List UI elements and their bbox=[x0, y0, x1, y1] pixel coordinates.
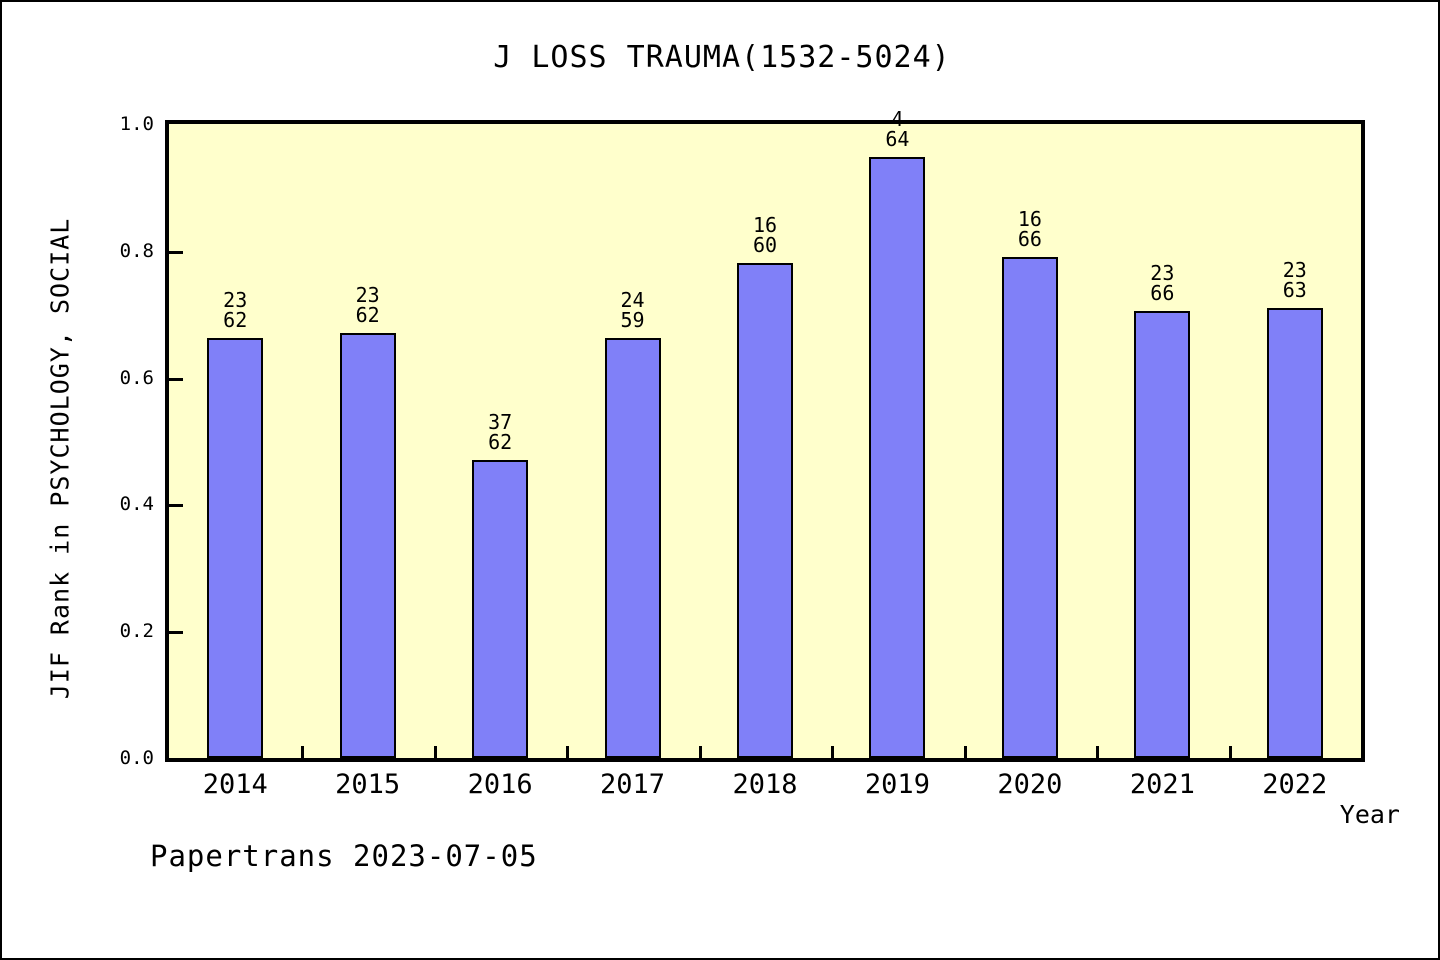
x-axis-tick-label-2016: 2016 bbox=[467, 769, 533, 800]
y-axis-tick-label-0.0: 0.0 bbox=[119, 747, 154, 769]
x-axis-tick-label-2018: 2018 bbox=[732, 769, 798, 800]
x-axis-tick-label-2015: 2015 bbox=[335, 769, 401, 800]
x-axis-tick-mark bbox=[301, 746, 305, 758]
x-axis-tick-mark bbox=[1096, 746, 1100, 758]
y-axis-tick-labels: 0.0 0.2 0.4 0.6 0.8 1.0 bbox=[62, 2, 154, 958]
bar-2015 bbox=[339, 332, 396, 758]
x-axis-tick-mark bbox=[1228, 746, 1232, 758]
y-axis-tick-mark bbox=[169, 631, 183, 635]
bar-2020 bbox=[1001, 257, 1058, 758]
x-axis-tick-label-2017: 2017 bbox=[600, 769, 666, 800]
x-axis-tick-mark bbox=[433, 746, 437, 758]
bar-2019 bbox=[869, 156, 926, 758]
y-axis-tick-label-1.0: 1.0 bbox=[119, 113, 154, 135]
y-axis-tick-label-0.2: 0.2 bbox=[119, 620, 154, 643]
bar-2016 bbox=[472, 460, 529, 758]
x-axis-tick-label-2021: 2021 bbox=[1129, 769, 1195, 800]
x-axis-tick-label-2019: 2019 bbox=[864, 769, 930, 800]
y-axis-tick-label-0.4: 0.4 bbox=[119, 493, 154, 516]
bar-2021 bbox=[1134, 311, 1191, 758]
bar-2017 bbox=[604, 337, 661, 758]
x-axis-title: Year bbox=[1339, 800, 1400, 829]
x-axis-tick-mark bbox=[963, 746, 967, 758]
bar-2022 bbox=[1266, 307, 1323, 758]
x-axis-tick-mark bbox=[831, 746, 835, 758]
bar-2014 bbox=[207, 337, 264, 758]
y-axis-tick-label-0.8: 0.8 bbox=[119, 239, 154, 262]
y-axis-tick-mark bbox=[169, 250, 183, 254]
x-axis-tick-mark bbox=[698, 746, 702, 758]
y-axis-tick-mark bbox=[169, 377, 183, 381]
bar-2018 bbox=[737, 262, 793, 758]
x-axis-tick-label-2022: 2022 bbox=[1262, 769, 1328, 800]
y-axis-tick-mark bbox=[169, 504, 183, 508]
plot-area bbox=[165, 120, 1365, 762]
footer-note: Papertrans 2023-07-05 bbox=[150, 839, 538, 873]
x-axis-tick-label-2014: 2014 bbox=[202, 769, 268, 800]
chart-title: J LOSS TRAUMA(1532-5024) bbox=[493, 40, 951, 75]
bars-layer bbox=[169, 124, 1361, 758]
y-axis-tick-label-0.6: 0.6 bbox=[119, 366, 154, 389]
y-axis-title-container: JIF Rank in PSYCHOLOGY, SOCIAL bbox=[2, 2, 75, 958]
x-axis-tick-label-2020: 2020 bbox=[997, 769, 1063, 800]
x-axis-tick-mark bbox=[566, 746, 570, 758]
